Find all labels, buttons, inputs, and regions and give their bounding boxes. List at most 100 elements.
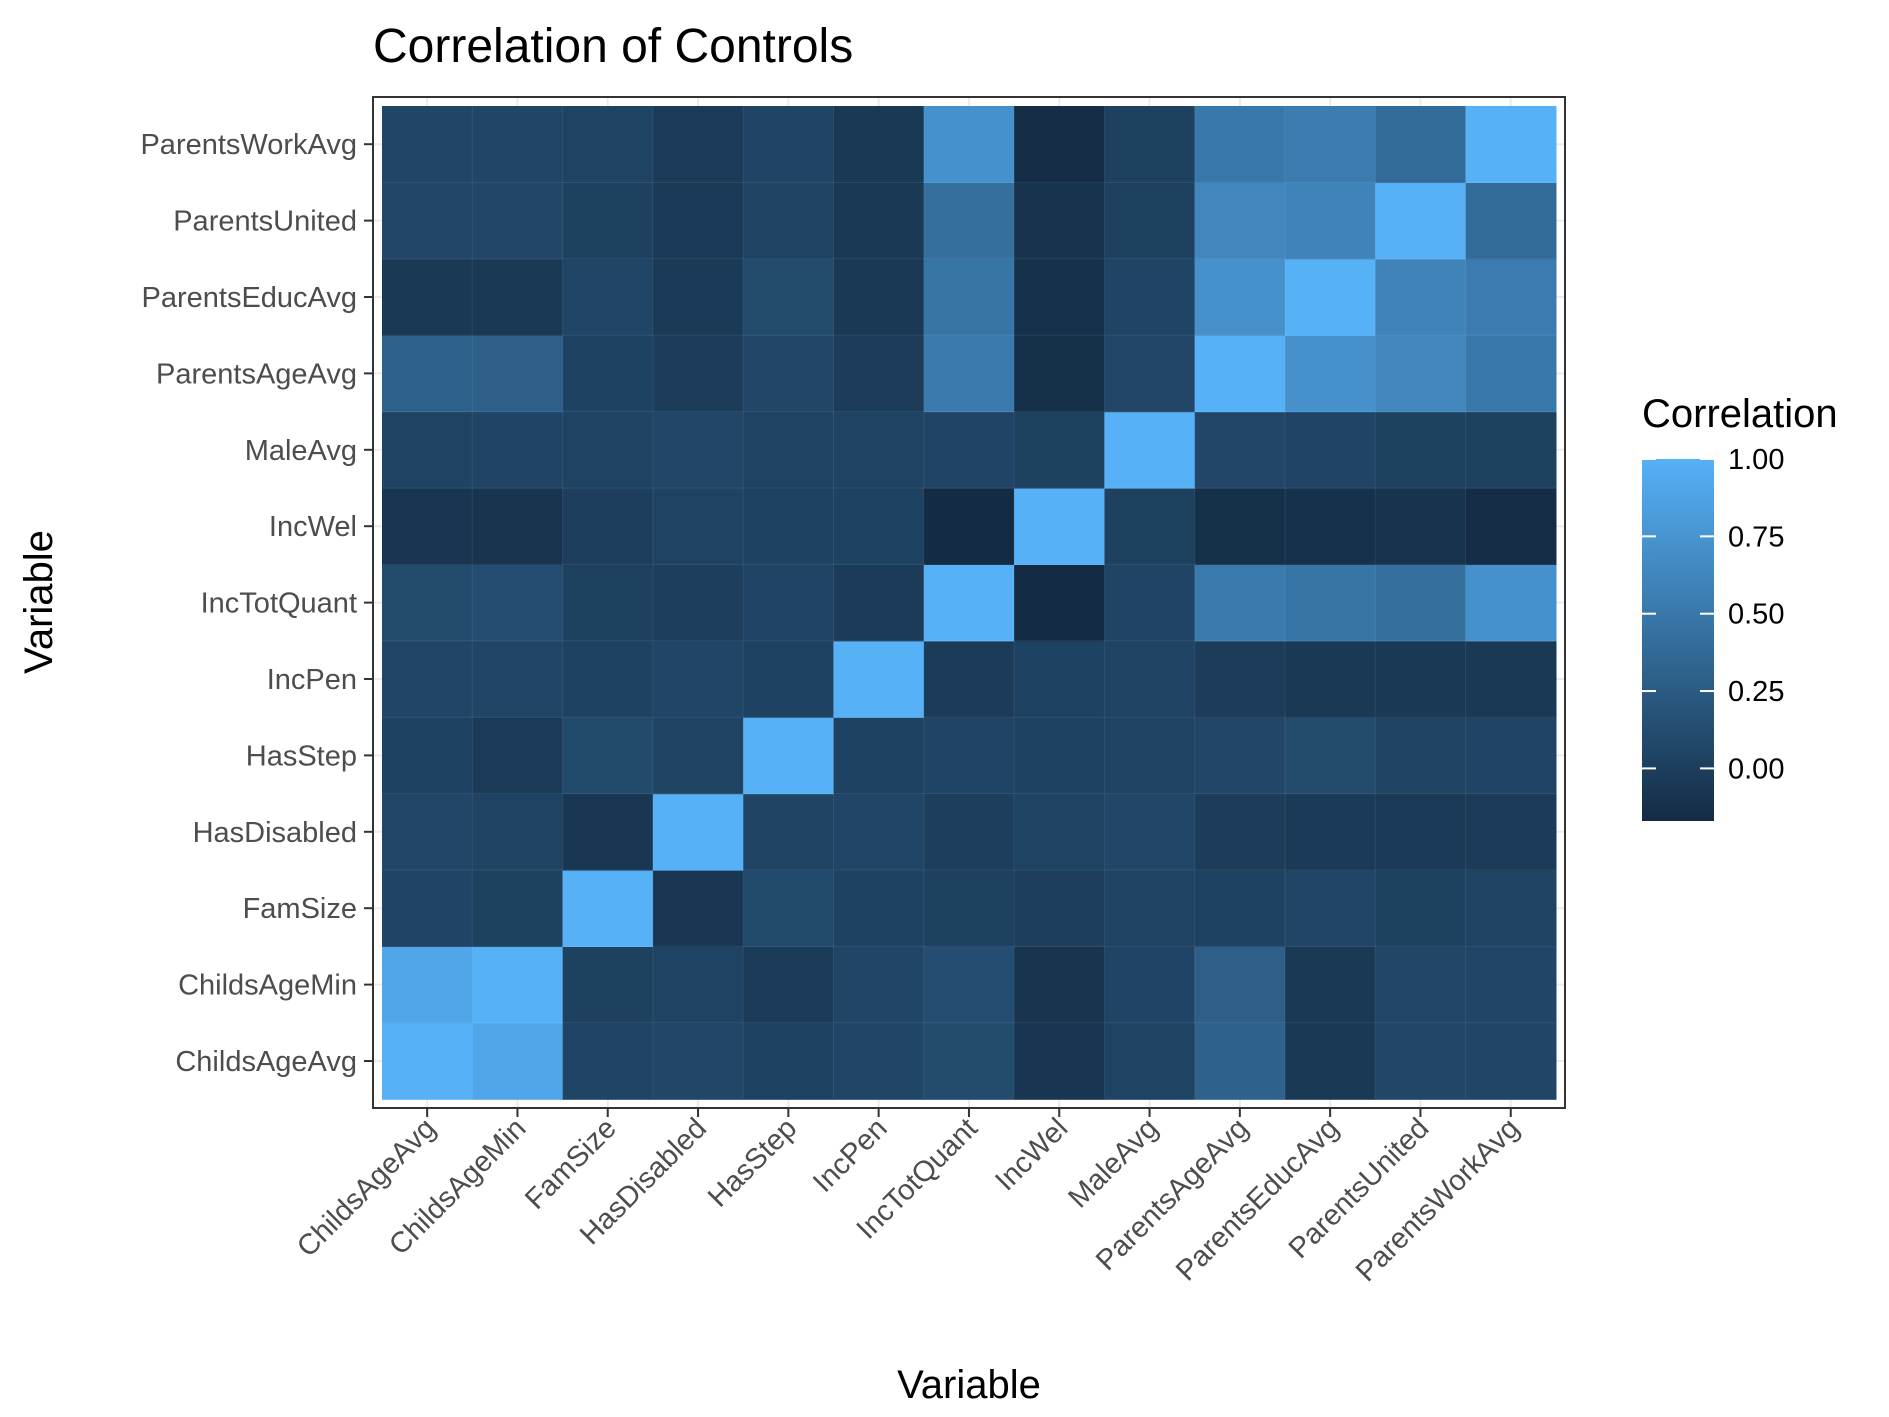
heatmap-cell xyxy=(652,258,744,336)
heatmap-cell xyxy=(382,335,473,413)
heatmap-cell xyxy=(1285,106,1376,183)
heatmap-cell xyxy=(743,870,835,947)
heatmap-cell xyxy=(1375,946,1467,1024)
heatmap-cell xyxy=(472,640,564,718)
y-tick-label: MaleAvg xyxy=(245,435,357,467)
heatmap-cell xyxy=(1104,488,1196,565)
y-tick-label: ParentsAgeAvg xyxy=(156,358,357,390)
heatmap-cell xyxy=(923,106,1015,183)
heatmap-cell xyxy=(382,946,473,1024)
heatmap-cell xyxy=(562,564,654,642)
heatmap-cell xyxy=(562,640,654,718)
heatmap-cell xyxy=(1194,411,1286,489)
heatmap-cell xyxy=(652,564,744,642)
heatmap-cell xyxy=(382,488,473,565)
heatmap-cell xyxy=(1465,564,1557,642)
heatmap-cell xyxy=(1104,335,1196,413)
heatmap-cell xyxy=(1285,946,1376,1024)
heatmap-cell xyxy=(1104,182,1196,260)
heatmap-cell xyxy=(652,106,744,183)
heatmap-cell xyxy=(562,488,654,565)
legend-title: Correlation xyxy=(1642,392,1838,436)
heatmap-cell xyxy=(1194,1022,1286,1100)
heatmap-cell xyxy=(1104,870,1196,947)
heatmap-cell xyxy=(1285,258,1376,336)
heatmap-cell xyxy=(1465,640,1557,718)
heatmap-cell xyxy=(1465,717,1557,795)
heatmap-cell xyxy=(1014,411,1105,489)
y-tick-label: FamSize xyxy=(243,893,357,925)
x-tick-label: HasStep xyxy=(702,1112,803,1213)
heatmap-cell xyxy=(1014,335,1105,413)
heatmap-cell xyxy=(1014,258,1105,336)
heatmap-cell xyxy=(1104,564,1196,642)
heatmap-cell xyxy=(1465,946,1557,1024)
heatmap-cell xyxy=(1194,640,1286,718)
heatmap-cell xyxy=(743,946,835,1024)
y-axis-title: Variable xyxy=(17,530,61,674)
y-tick-label: ChildsAgeAvg xyxy=(175,1046,357,1078)
heatmap-cell xyxy=(743,258,835,336)
heatmap-cell xyxy=(1194,793,1286,871)
heatmap-cell xyxy=(1375,1022,1467,1100)
legend-tick-label: 0.00 xyxy=(1728,753,1784,785)
heatmap-cell xyxy=(743,717,835,795)
legend-tick-label: 0.25 xyxy=(1728,676,1784,708)
heatmap-cell xyxy=(833,488,925,565)
heatmap-cell xyxy=(652,182,744,260)
heatmap-cell xyxy=(743,182,835,260)
heatmap-cell xyxy=(833,946,925,1024)
heatmap-cell xyxy=(1285,564,1376,642)
heatmap-cell xyxy=(1375,411,1467,489)
heatmap-cell xyxy=(833,411,925,489)
heatmap-cell xyxy=(472,870,564,947)
heatmap-cell xyxy=(562,411,654,489)
legend-colorbar xyxy=(1642,459,1714,821)
heatmap-cell xyxy=(652,946,744,1024)
heatmap-cells xyxy=(382,106,1557,1100)
heatmap-cell xyxy=(562,335,654,413)
heatmap-cell xyxy=(472,564,564,642)
heatmap-cell xyxy=(1104,793,1196,871)
heatmap-cell xyxy=(743,1022,835,1100)
heatmap-cell xyxy=(1104,411,1196,489)
heatmap-cell xyxy=(1375,640,1467,718)
heatmap-cell xyxy=(1014,182,1105,260)
x-tick-label: ParentsAgeAvg xyxy=(1090,1112,1255,1277)
heatmap-cell xyxy=(562,182,654,260)
heatmap-cell xyxy=(472,946,564,1024)
heatmap-cell xyxy=(923,258,1015,336)
heatmap-cell xyxy=(923,793,1015,871)
heatmap-cell xyxy=(1465,335,1557,413)
y-tick-label: IncPen xyxy=(267,664,357,696)
x-axis: ChildsAgeAvgChildsAgeMinFamSizeHasDisabl… xyxy=(291,1108,1526,1288)
heatmap-cell xyxy=(1285,335,1376,413)
heatmap-cell xyxy=(472,1022,564,1100)
chart-title: Correlation of Controls xyxy=(373,20,853,73)
heatmap-cell xyxy=(382,411,473,489)
heatmap-cell xyxy=(562,793,654,871)
heatmap-cell xyxy=(743,335,835,413)
heatmap-cell xyxy=(1285,793,1376,871)
heatmap-cell xyxy=(833,258,925,336)
heatmap-cell xyxy=(1194,946,1286,1024)
heatmap-cell xyxy=(1375,870,1467,947)
heatmap-cell xyxy=(1194,564,1286,642)
heatmap-cell xyxy=(652,335,744,413)
heatmap-cell xyxy=(652,717,744,795)
heatmap-cell xyxy=(472,182,564,260)
heatmap-cell xyxy=(1465,793,1557,871)
heatmap-cell xyxy=(1014,106,1105,183)
heatmap-cell xyxy=(382,564,473,642)
heatmap-cell xyxy=(652,793,744,871)
heatmap-cell xyxy=(1104,106,1196,183)
heatmap-cell xyxy=(1194,488,1286,565)
heatmap-cell xyxy=(652,640,744,718)
heatmap-cell xyxy=(1465,1022,1557,1100)
heatmap-cell xyxy=(652,488,744,565)
heatmap-cell xyxy=(562,258,654,336)
heatmap-cell xyxy=(1465,106,1557,183)
heatmap-cell xyxy=(743,793,835,871)
heatmap-cell xyxy=(1285,870,1376,947)
